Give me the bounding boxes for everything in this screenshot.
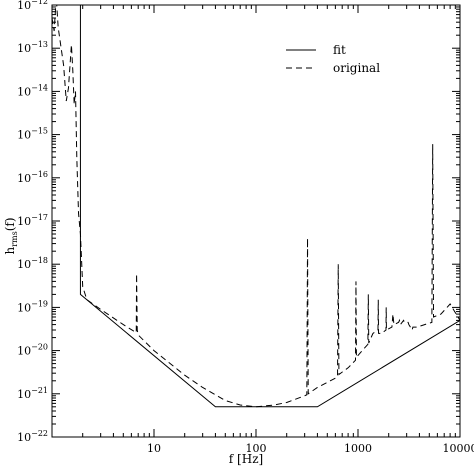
legend-label-original: original bbox=[333, 61, 380, 75]
x-axis-label: f [Hz] bbox=[229, 452, 263, 466]
y-tick-label: 10−14 bbox=[17, 83, 48, 98]
legend-label-fit: fit bbox=[333, 43, 346, 57]
y-tick-label: 10−15 bbox=[17, 127, 48, 142]
y-tick-label: 10−21 bbox=[17, 386, 48, 401]
y-axis-label: hrms(f) bbox=[3, 217, 19, 254]
x-tick-label: 100 bbox=[246, 442, 267, 455]
y-tick-label: 10−13 bbox=[17, 40, 48, 55]
plot-frame bbox=[51, 4, 461, 438]
y-tick-label: 10−16 bbox=[17, 170, 48, 185]
y-tick-label: 10−18 bbox=[17, 256, 48, 271]
series-line-original bbox=[52, 5, 460, 408]
x-axis-ticks: 10 100 1000 10000 bbox=[51, 5, 474, 455]
x-tick-label: 1000 bbox=[344, 442, 372, 455]
series-line-fit bbox=[79, 5, 460, 408]
y-tick-label: 10−17 bbox=[17, 213, 48, 228]
series-layer bbox=[52, 5, 460, 408]
y-axis-ticks: 10−12 10−13 10−14 10−15 10−16 10−17 10−18 10−19… bbox=[17, 0, 460, 444]
legend: fit original bbox=[286, 43, 380, 75]
x-tick-label: 10 bbox=[147, 442, 161, 455]
y-tick-label: 10−12 bbox=[17, 0, 48, 12]
y-tick-label: 10−22 bbox=[17, 429, 48, 444]
y-tick-label: 10−19 bbox=[17, 299, 48, 314]
y-tick-label: 10−20 bbox=[17, 343, 48, 358]
x-tick-label: 10000 bbox=[443, 442, 474, 455]
